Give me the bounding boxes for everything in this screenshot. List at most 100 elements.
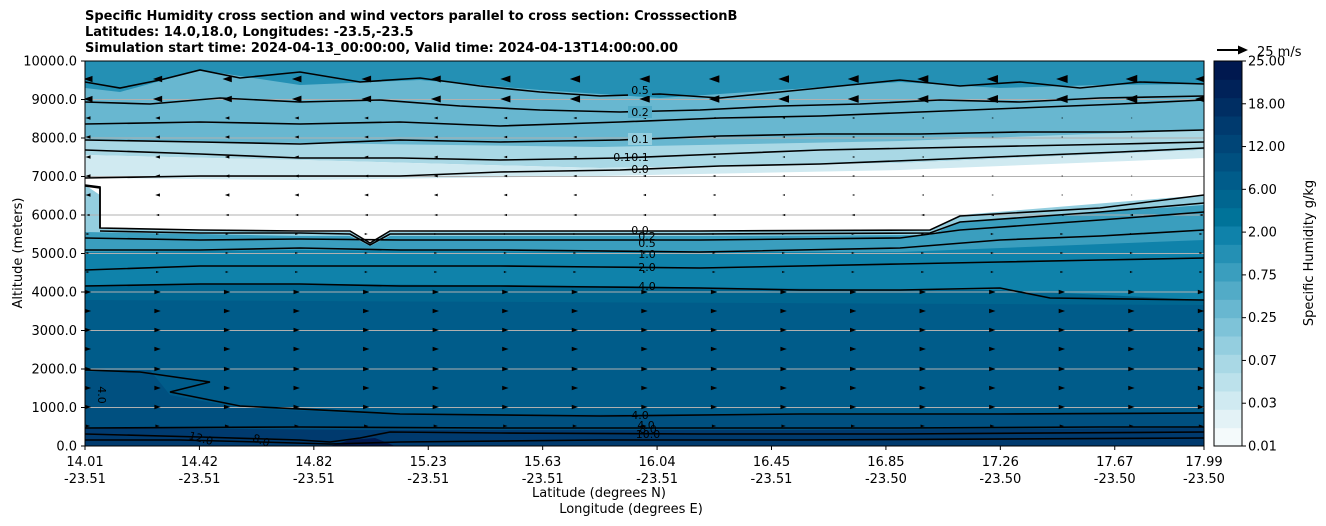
wind-arrow	[364, 155, 369, 159]
wind-arrow	[921, 175, 924, 177]
x-tick-lat: 14.42	[181, 455, 218, 470]
wind-arrow	[921, 194, 924, 196]
wind-arrow	[85, 193, 91, 197]
wind-arrow	[573, 251, 577, 255]
wind-arrow	[782, 232, 786, 236]
contour-bl-8p0	[85, 431, 1204, 443]
wind-arrow	[1197, 327, 1204, 333]
wind-arrow	[155, 116, 160, 120]
wind-arrow	[363, 346, 370, 352]
wind-arrow	[433, 424, 439, 428]
wind-arrow	[85, 155, 91, 159]
wind-arrow	[990, 251, 994, 255]
contour-upper-0p0	[85, 147, 1204, 179]
y-tick-label: 6000.0	[32, 209, 78, 224]
wind-arrow	[85, 366, 92, 372]
x-tick-lat: 17.67	[1096, 455, 1133, 470]
wind-arrow	[156, 251, 160, 255]
wind-arrow	[782, 136, 785, 138]
wind-arrow	[155, 155, 160, 159]
x-tick-lon: -23.51	[178, 472, 220, 487]
y-tick-label: 2000.0	[32, 363, 78, 378]
colorbar-tick-label: 25.00	[1248, 55, 1285, 70]
wind-arrow	[712, 175, 716, 177]
wind-arrow	[364, 251, 368, 255]
colorbar-tick-label: 12.00	[1248, 140, 1285, 155]
wind-arrow	[642, 193, 647, 197]
wind-arrow	[1128, 289, 1135, 295]
wind-arrow	[989, 404, 996, 410]
wind-arrow	[503, 251, 507, 255]
wind-arrow	[571, 385, 579, 391]
wind-arrow	[433, 116, 438, 120]
wind-arrow	[364, 135, 369, 139]
wind-arrow	[363, 366, 370, 372]
wind-arrow	[364, 270, 368, 274]
wind-arrow	[503, 135, 508, 139]
wind-arrow	[569, 95, 581, 103]
x-tick-lon: -23.51	[751, 472, 793, 487]
wind-arrow	[1128, 366, 1135, 372]
x-tick-lon: -23.51	[522, 472, 564, 487]
wind-arrow	[708, 75, 720, 83]
colorbar-tick-label: 0.03	[1248, 397, 1277, 412]
wind-arrow	[291, 95, 302, 103]
wind-arrow	[710, 385, 718, 391]
wind-arrow	[434, 251, 438, 255]
wind-arrow	[778, 95, 790, 103]
title-line-3: Simulation start time: 2024-04-13_00:00:…	[85, 41, 678, 56]
wind-arrow	[852, 194, 855, 196]
wind-arrow	[152, 95, 163, 103]
wind-arrow	[852, 117, 855, 119]
wind-arrow	[917, 95, 929, 103]
wind-arrow	[641, 289, 648, 295]
wind-arrow	[1128, 404, 1135, 410]
wind-arrow	[85, 174, 91, 178]
wind-arrow	[223, 308, 231, 314]
wind-arrow	[500, 95, 511, 103]
wind-arrow	[85, 135, 91, 139]
wind-arrow	[989, 308, 996, 314]
wind-arrow	[921, 232, 925, 236]
wind-arrow	[920, 424, 925, 428]
wind-arrow	[571, 327, 579, 333]
wind-arrow	[364, 193, 369, 197]
wind-arrow	[223, 327, 231, 333]
wind-arrow	[224, 193, 230, 197]
wind-arrow	[1125, 94, 1138, 104]
wind-arrow	[708, 95, 720, 103]
wind-arrow	[642, 424, 647, 428]
x-tick-lon: -23.50	[1094, 472, 1136, 487]
wind-arrow	[1129, 424, 1134, 428]
wind-arrow	[156, 232, 160, 236]
colorbar-segment	[1214, 207, 1242, 227]
wind-arrow	[991, 156, 994, 158]
wind-arrow	[711, 424, 717, 428]
wind-arrow	[1058, 404, 1066, 410]
colorbar-tick-label: 6.00	[1248, 183, 1277, 198]
colorbar-tick-label: 0.25	[1248, 311, 1277, 326]
colorbar-segment	[1214, 354, 1242, 374]
wind-arrow	[712, 194, 716, 196]
wind-arrow	[850, 424, 856, 428]
wind-arrow	[432, 404, 440, 410]
wind-arrow	[782, 117, 785, 119]
x-tick-lat: 14.82	[295, 455, 332, 470]
quiver-key: 25 m/s	[1217, 45, 1302, 60]
wind-arrow	[85, 116, 91, 120]
wind-vectors	[85, 74, 1204, 428]
wind-arrow	[154, 404, 161, 410]
y-tick-label: 0.0	[56, 440, 77, 455]
colorbar-segment	[1214, 226, 1242, 245]
colorbar-segment	[1214, 336, 1242, 355]
wind-arrow	[991, 175, 994, 177]
wind-arrow	[991, 136, 994, 138]
wind-arrow	[989, 289, 996, 295]
wind-arrow	[641, 366, 648, 372]
contour-label: 4.0	[631, 409, 649, 422]
wind-arrow	[990, 213, 994, 217]
wind-arrow	[642, 174, 647, 178]
wind-arrow	[225, 270, 229, 274]
wind-arrow	[295, 251, 299, 255]
wind-arrow	[502, 385, 509, 391]
